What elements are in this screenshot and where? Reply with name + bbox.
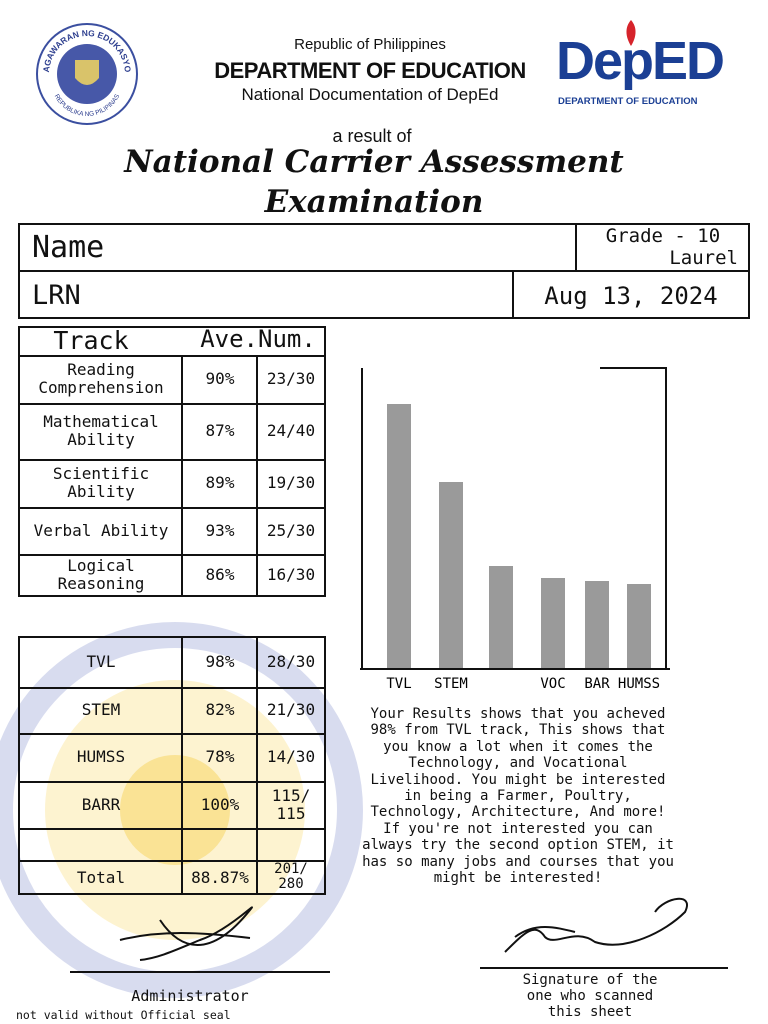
divider <box>181 637 183 894</box>
divider <box>18 860 326 862</box>
bar <box>489 566 513 668</box>
subject-name: Verbal Ability <box>33 520 169 540</box>
track-value: 78% <box>205 747 235 766</box>
x-tick-label: HUMSS <box>618 676 660 692</box>
grade: Grade - 10 <box>605 225 721 247</box>
signature-scribble <box>119 906 253 961</box>
subject-value: 90% <box>205 369 235 388</box>
track-value: 21/30 <box>266 700 316 719</box>
divider <box>18 687 326 689</box>
intro: a result of <box>332 126 412 146</box>
subjects-table <box>18 326 326 597</box>
description: Your Results shows that you acheved 98% … <box>362 706 674 887</box>
track-value: 82% <box>205 700 235 719</box>
divider <box>575 223 577 271</box>
column-header: Ave. <box>200 325 258 354</box>
divider <box>512 270 514 318</box>
logo-caption: DEPARTMENT OF EDUCATION <box>558 96 698 107</box>
column-header: Num. <box>258 325 316 354</box>
total-value: 88.87% <box>191 867 249 887</box>
department: DEPARTMENT OF EDUCATION <box>214 58 526 83</box>
x-tick-label: VOC <box>540 676 565 692</box>
subject-name: Reading Comprehension <box>38 360 164 397</box>
lrn-label: LRN <box>32 280 81 311</box>
bar <box>627 584 651 668</box>
subject-value: 89% <box>205 473 235 492</box>
bar <box>585 581 609 668</box>
divider <box>256 637 258 894</box>
divider <box>18 355 326 357</box>
signature-scribble <box>504 897 688 953</box>
track-value: 100% <box>200 794 240 814</box>
chart: TVL STEM VOC BAR HUMSS <box>360 367 670 692</box>
subject-name: Logical Reasoning <box>57 556 145 593</box>
subject-value: 93% <box>205 520 235 540</box>
signature-line <box>480 967 728 969</box>
subject-name: Scientific Ability <box>52 464 150 501</box>
track-value: 98% <box>205 652 235 671</box>
bar <box>387 404 411 668</box>
total-value: 201/ 280 <box>274 861 308 892</box>
seal: KAGAWARAN NG EDUKASYON REPUBLIKA NG PILI… <box>35 22 138 125</box>
logo: DepED <box>556 31 725 91</box>
signature-line <box>70 971 330 973</box>
section: Laurel <box>669 247 738 269</box>
x-tick-label: BAR <box>584 676 610 692</box>
scanner-label: Signature of the one who scanned this sh… <box>522 972 658 1020</box>
track-name: TVL <box>86 652 116 671</box>
track-name: HUMSS <box>76 747 126 766</box>
divider <box>18 270 750 272</box>
subject-value: 25/30 <box>266 520 316 540</box>
track-value: 14/30 <box>266 747 316 766</box>
footer: not valid without Official seal <box>16 1008 231 1022</box>
subtitle: National Documentation of DepEd <box>241 85 499 104</box>
divider <box>18 781 326 783</box>
bar <box>439 482 463 668</box>
divider <box>18 459 326 461</box>
divider <box>181 355 183 596</box>
subject-value: 23/30 <box>266 369 316 388</box>
republic: Republic of Philippines <box>294 36 446 53</box>
subject-value: 24/40 <box>266 421 316 440</box>
date: Aug 13, 2024 <box>544 282 718 310</box>
torch <box>626 20 636 46</box>
track-value: 115/ 115 <box>271 785 311 823</box>
divider <box>18 403 326 405</box>
subject-value: 86% <box>205 565 235 584</box>
subject-name: Mathematical Ability <box>43 412 159 449</box>
admin-label: Administrator <box>131 987 249 1005</box>
subject-value: 19/30 <box>266 473 316 492</box>
tracks-table <box>18 636 326 895</box>
column-header: Track <box>53 325 129 355</box>
subject-value: 16/30 <box>266 565 316 584</box>
track-value: 28/30 <box>266 652 316 671</box>
x-tick-label: STEM <box>434 676 468 692</box>
track-name: BARR <box>81 794 121 814</box>
x-tick-label: TVL <box>386 676 411 692</box>
title: National Carrier Assessment Examination <box>124 144 624 220</box>
track-name: STEM <box>81 700 121 719</box>
divider <box>18 733 326 735</box>
divider <box>256 355 258 596</box>
divider <box>18 828 326 830</box>
bar <box>541 578 565 668</box>
subject-value: 87% <box>205 421 235 440</box>
total-label: Total <box>76 867 126 887</box>
divider <box>18 554 326 556</box>
name-label: Name <box>32 230 105 265</box>
divider <box>18 507 326 509</box>
